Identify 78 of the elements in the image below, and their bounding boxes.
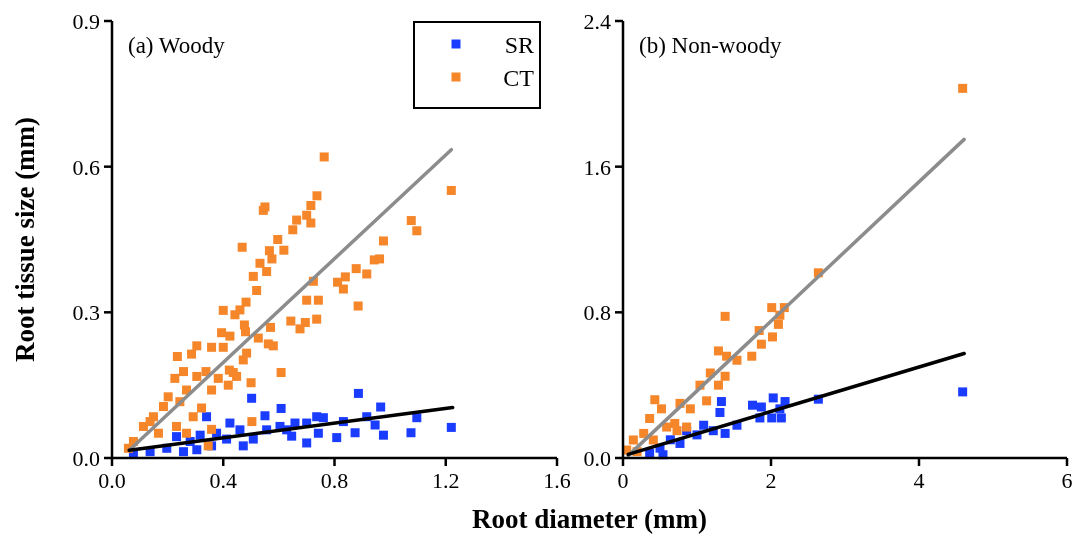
x-tick-label: 0.0 [98, 468, 126, 493]
y-tick-label: 2.4 [583, 9, 611, 34]
y-tick-label: 0.0 [72, 446, 100, 471]
point [682, 422, 692, 432]
x-tick-label: 1.2 [432, 468, 460, 493]
y-tick-label: 0.8 [583, 300, 611, 326]
point [773, 319, 783, 329]
x-tick-label: 0.8 [320, 468, 349, 493]
point [650, 395, 660, 405]
point [235, 425, 245, 435]
point [748, 400, 757, 410]
point [302, 438, 312, 448]
point [446, 422, 456, 432]
point [767, 413, 777, 423]
point [260, 411, 270, 421]
y-axis-title: Root tissue size (mm) [10, 116, 40, 363]
point [767, 303, 777, 313]
point [378, 430, 388, 440]
point [172, 432, 182, 442]
x-tick-label: 0 [617, 468, 629, 493]
y-tick-label: 0.6 [72, 154, 100, 180]
y-tick-label: 0.3 [72, 300, 100, 326]
point [195, 430, 205, 440]
point [645, 413, 655, 423]
text: (a) Woody [128, 33, 226, 58]
point [313, 428, 323, 438]
point [720, 311, 730, 321]
point [776, 413, 786, 423]
point [178, 447, 188, 457]
point [656, 404, 666, 414]
point [662, 422, 672, 432]
point [192, 445, 202, 455]
point [715, 407, 725, 417]
point [318, 413, 328, 423]
point [247, 393, 257, 403]
point [713, 380, 723, 390]
point [332, 433, 342, 443]
point [276, 403, 286, 413]
point [720, 428, 730, 438]
point [202, 412, 212, 422]
x-tick-label: 2 [765, 468, 777, 493]
point [370, 420, 380, 430]
point [768, 393, 778, 403]
x-tick-label: 1.6 [543, 468, 571, 493]
point [756, 339, 766, 349]
y-tick-label: 0.9 [72, 9, 100, 34]
point [248, 434, 258, 444]
point [672, 426, 682, 436]
legend-label: SR [504, 32, 534, 58]
point [713, 346, 723, 356]
point [716, 397, 726, 407]
point [648, 435, 658, 445]
point [756, 402, 766, 412]
point [406, 428, 416, 438]
x-tick-label: 4 [913, 468, 925, 493]
x-axis-title: Root diameter (mm) [472, 504, 707, 534]
point [702, 396, 712, 406]
point [747, 351, 757, 361]
y-tick-label: 0.0 [583, 446, 611, 471]
x-tick-label: 6 [1061, 468, 1073, 493]
point [639, 428, 649, 438]
point [628, 435, 638, 445]
point [958, 387, 968, 397]
y-tick-label: 1.6 [583, 154, 611, 180]
text: (b) Non-woody [639, 33, 782, 58]
point [287, 431, 297, 441]
point [350, 428, 360, 438]
legend-label: CT [503, 65, 535, 91]
point [958, 83, 968, 93]
point [699, 420, 709, 430]
point [767, 332, 777, 342]
point [353, 388, 363, 398]
point [225, 418, 235, 428]
point [376, 402, 386, 412]
point [238, 441, 248, 451]
point [720, 371, 730, 381]
x-tick-label: 0.4 [209, 468, 237, 493]
point [685, 404, 695, 414]
